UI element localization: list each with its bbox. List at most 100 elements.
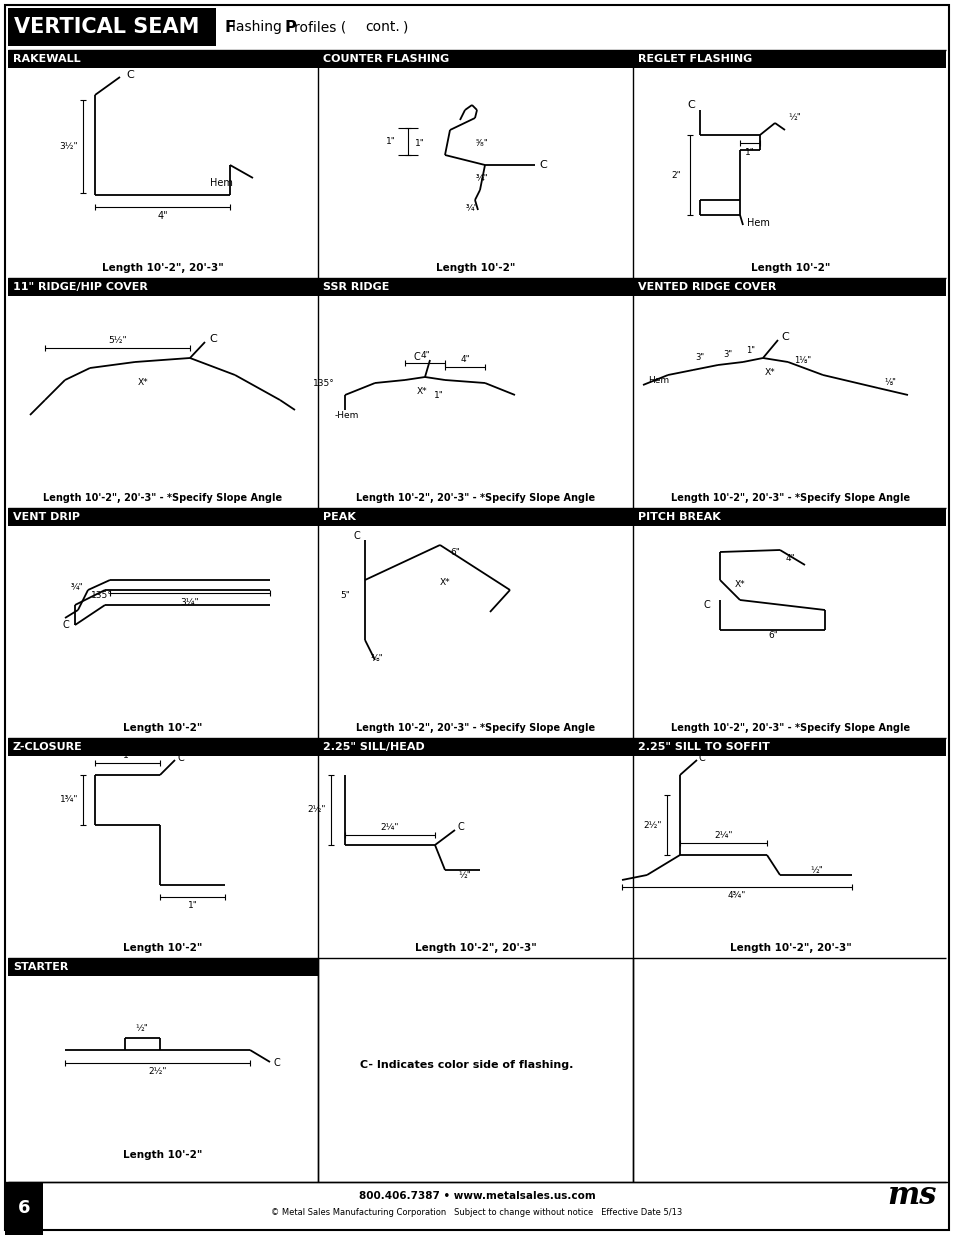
Text: 1⅛": 1⅛" bbox=[794, 356, 811, 364]
Text: PITCH BREAK: PITCH BREAK bbox=[638, 513, 720, 522]
Text: PEAK: PEAK bbox=[323, 513, 355, 522]
Text: Z-CLOSURE: Z-CLOSURE bbox=[13, 742, 83, 752]
Text: © Metal Sales Manufacturing Corporation   Subject to change without notice   Eff: © Metal Sales Manufacturing Corporation … bbox=[271, 1209, 682, 1218]
Text: C: C bbox=[686, 100, 695, 110]
Bar bbox=[8, 508, 317, 526]
Text: X*: X* bbox=[439, 578, 450, 587]
Bar bbox=[317, 508, 633, 526]
Bar bbox=[8, 49, 317, 68]
Text: VERTICAL SEAM: VERTICAL SEAM bbox=[14, 17, 199, 37]
Text: ¾": ¾" bbox=[465, 204, 477, 212]
Bar bbox=[8, 958, 317, 976]
Bar bbox=[633, 278, 945, 296]
Bar bbox=[8, 739, 317, 756]
Text: C: C bbox=[457, 823, 464, 832]
Text: lashing: lashing bbox=[232, 20, 286, 35]
Text: C: C bbox=[698, 753, 704, 763]
Bar bbox=[317, 278, 633, 296]
Text: ): ) bbox=[402, 20, 408, 35]
Text: 1¾": 1¾" bbox=[60, 795, 78, 804]
Text: ¾": ¾" bbox=[71, 583, 83, 592]
Text: REGLET FLASHING: REGLET FLASHING bbox=[638, 54, 752, 64]
Text: 2.25" SILL TO SOFFIT: 2.25" SILL TO SOFFIT bbox=[638, 742, 769, 752]
Text: 6: 6 bbox=[18, 1199, 30, 1216]
Text: C: C bbox=[538, 161, 546, 170]
Text: Length 10'-2", 20'-3" - *Specify Slope Angle: Length 10'-2", 20'-3" - *Specify Slope A… bbox=[356, 722, 595, 734]
Text: rofiles (: rofiles ( bbox=[294, 20, 346, 35]
Text: C: C bbox=[702, 600, 709, 610]
Text: 135°: 135° bbox=[313, 378, 335, 388]
Text: RAKEWALL: RAKEWALL bbox=[13, 54, 81, 64]
Text: 2½": 2½" bbox=[308, 805, 326, 815]
Text: 3": 3" bbox=[722, 350, 732, 358]
Text: 6": 6" bbox=[767, 631, 777, 640]
Text: F: F bbox=[225, 20, 235, 35]
Text: Length 10'-2": Length 10'-2" bbox=[436, 263, 516, 273]
Text: ⁵⁄₈": ⁵⁄₈" bbox=[475, 138, 488, 147]
Text: Hem: Hem bbox=[210, 178, 233, 188]
Text: cont.: cont. bbox=[365, 20, 399, 35]
Text: 4": 4" bbox=[459, 354, 470, 363]
Text: 6": 6" bbox=[450, 547, 459, 557]
Text: 1": 1" bbox=[188, 902, 197, 910]
Text: 2¼": 2¼" bbox=[380, 823, 399, 831]
Text: 2½": 2½" bbox=[148, 1067, 167, 1077]
Text: Length 10'-2": Length 10'-2" bbox=[123, 722, 202, 734]
Bar bbox=[8, 7, 215, 46]
Bar bbox=[633, 49, 945, 68]
Text: VENT DRIP: VENT DRIP bbox=[13, 513, 80, 522]
Text: C: C bbox=[781, 332, 788, 342]
Text: 2.25" SILL/HEAD: 2.25" SILL/HEAD bbox=[323, 742, 424, 752]
Text: C: C bbox=[177, 753, 184, 763]
Text: 11" RIDGE/HIP COVER: 11" RIDGE/HIP COVER bbox=[13, 282, 148, 291]
Text: Length 10'-2", 20'-3": Length 10'-2", 20'-3" bbox=[729, 944, 851, 953]
Text: 5": 5" bbox=[340, 590, 350, 599]
Text: 3¼": 3¼" bbox=[180, 598, 199, 606]
Text: 1": 1" bbox=[122, 751, 132, 760]
Text: Length 10'-2": Length 10'-2" bbox=[123, 944, 202, 953]
Text: 3": 3" bbox=[695, 352, 704, 362]
Text: SSR RIDGE: SSR RIDGE bbox=[323, 282, 389, 291]
Text: C- Indicates color side of flashing.: C- Indicates color side of flashing. bbox=[359, 1060, 573, 1070]
Text: C: C bbox=[274, 1058, 280, 1068]
Text: 800.406.7387 • www.metalsales.us.com: 800.406.7387 • www.metalsales.us.com bbox=[358, 1191, 595, 1200]
Text: C: C bbox=[63, 620, 70, 630]
Text: X*: X* bbox=[416, 387, 427, 395]
Text: ½": ½" bbox=[788, 112, 801, 121]
Bar bbox=[8, 278, 317, 296]
Text: ms: ms bbox=[886, 1181, 936, 1212]
Text: 3½": 3½" bbox=[60, 142, 78, 151]
Text: 4¾": 4¾" bbox=[727, 892, 745, 900]
Text: 5½": 5½" bbox=[108, 336, 127, 345]
Text: 2¼": 2¼" bbox=[714, 830, 732, 840]
Text: ½": ½" bbox=[135, 1024, 149, 1032]
Text: C: C bbox=[209, 333, 216, 345]
Text: 4": 4" bbox=[157, 211, 168, 221]
Text: Length 10'-2", 20'-3" - *Specify Slope Angle: Length 10'-2", 20'-3" - *Specify Slope A… bbox=[671, 722, 909, 734]
Text: 4": 4" bbox=[784, 553, 794, 562]
Bar bbox=[317, 49, 633, 68]
Text: P: P bbox=[285, 20, 296, 35]
Text: C: C bbox=[413, 352, 419, 362]
Text: 2½": 2½" bbox=[643, 820, 661, 830]
Text: C: C bbox=[126, 70, 133, 80]
Text: Length 10'-2", 20'-3" - *Specify Slope Angle: Length 10'-2", 20'-3" - *Specify Slope A… bbox=[356, 493, 595, 503]
Text: 1": 1" bbox=[434, 390, 443, 399]
Text: ½": ½" bbox=[458, 871, 471, 879]
Text: X*: X* bbox=[734, 579, 744, 589]
Text: Length 10'-2", 20'-3" - *Specify Slope Angle: Length 10'-2", 20'-3" - *Specify Slope A… bbox=[44, 493, 282, 503]
Bar bbox=[633, 739, 945, 756]
Text: STARTER: STARTER bbox=[13, 962, 69, 972]
Text: Length 10'-2": Length 10'-2" bbox=[751, 263, 830, 273]
Text: Length 10'-2": Length 10'-2" bbox=[123, 1150, 202, 1160]
Text: Hem: Hem bbox=[746, 219, 769, 228]
Text: 1": 1" bbox=[415, 138, 424, 147]
Bar bbox=[317, 739, 633, 756]
Text: 135°: 135° bbox=[91, 590, 112, 599]
Text: 4": 4" bbox=[419, 351, 430, 359]
Text: 2": 2" bbox=[670, 170, 680, 179]
Text: C: C bbox=[353, 531, 359, 541]
Text: X*: X* bbox=[137, 378, 148, 387]
Bar bbox=[633, 508, 945, 526]
Text: Length 10'-2", 20'-3" - *Specify Slope Angle: Length 10'-2", 20'-3" - *Specify Slope A… bbox=[671, 493, 909, 503]
